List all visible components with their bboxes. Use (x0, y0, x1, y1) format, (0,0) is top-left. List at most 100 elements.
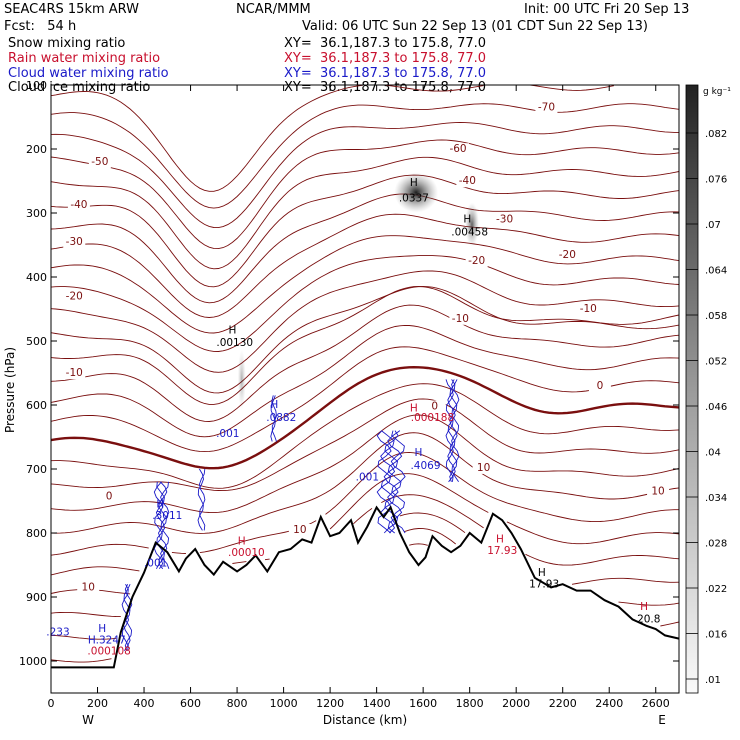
temperature-contour (50, 286, 680, 394)
x-tick-label: 200 (87, 697, 108, 710)
colorbar-tick-label: .07 (705, 220, 721, 231)
temperature-label-bg (535, 101, 558, 114)
cloud-water-contour (387, 430, 403, 534)
temperature-contour (50, 84, 614, 192)
temperature-contour (50, 494, 680, 595)
temperature-contour (50, 473, 680, 576)
temperature-label-13: 0 (106, 491, 113, 503)
x-tick-label: 1400 (363, 697, 391, 710)
temperature-label-3: -40 (70, 199, 87, 211)
x-tick-label: 2000 (502, 697, 530, 710)
y-tick-label: 1000 (19, 655, 47, 668)
temperature-label-18: 10 (477, 462, 490, 474)
max-label-3: .00458 (451, 226, 488, 238)
max-label-4: H (228, 324, 236, 336)
y-axis-label: Pressure (hPa) (3, 347, 17, 433)
temperature-label-bg (67, 198, 90, 211)
max-label-14: H (156, 498, 164, 510)
temperature-label-bg (465, 255, 488, 268)
x-left-end-label: W (82, 713, 94, 727)
temperature-label-bg (63, 236, 86, 248)
temperature-label-4: -40 (459, 175, 476, 187)
temperature-contour (50, 512, 680, 618)
max-label-1: .0337 (399, 192, 429, 204)
max-label-6: H (270, 399, 278, 411)
temperature-label-17: 10 (293, 524, 306, 536)
max-label-23: H (640, 601, 648, 613)
temperature-label-bg (423, 400, 446, 413)
temperature-contour (50, 103, 680, 209)
max-label-24: 20.8 (637, 614, 660, 626)
temperature-label-10: -10 (66, 367, 83, 379)
cloud-water-contour (153, 481, 164, 570)
temperature-contour (50, 543, 680, 663)
x-tick-label: 600 (180, 697, 201, 710)
temperature-contour (50, 139, 680, 250)
cloud-water-contour (447, 379, 456, 483)
colorbar-tick-label: .01 (705, 675, 721, 686)
temperature-contour (50, 324, 680, 438)
max-label-7: .0882 (266, 412, 296, 424)
temperature-label-bg (77, 581, 100, 594)
temperature-label-bg (556, 248, 579, 261)
x-tick-label: 1000 (270, 697, 298, 710)
temperature-contour (50, 122, 679, 229)
max-label-2: H (463, 214, 471, 226)
field-rain-xs: XY= 36.1,187.3 to 175.8, 77.0 (284, 51, 487, 66)
max-label-13: .001 (356, 472, 379, 484)
temperature-contour (50, 304, 680, 422)
terrain-line (51, 505, 680, 669)
snow-max-shading (394, 172, 439, 213)
temperature-label-14: 0 (597, 380, 604, 392)
cloud-water-contours (121, 379, 460, 652)
center-title: NCAR/MMM (236, 2, 311, 17)
temperature-label-bg (63, 290, 86, 303)
temperature-label-9: -20 (559, 249, 576, 261)
max-label-16: .001 (144, 557, 167, 569)
cloud-water-contour (160, 481, 170, 569)
colorbar-tick-label: .016 (705, 630, 727, 641)
mixing-ratio-shading (237, 172, 479, 410)
temperature-label-bg (98, 490, 121, 503)
colorbar (685, 84, 699, 694)
max-label-21: H (538, 567, 546, 579)
cloud-water-contour (123, 584, 131, 652)
max-label-20: 17.93 (487, 545, 517, 557)
colorbar-tick-label: .04 (705, 448, 721, 459)
colorbar-tick-label: .058 (705, 311, 727, 322)
max-label-11: H (415, 447, 423, 459)
max-label-18: .00010 (228, 547, 265, 559)
colorbar-tick-label: .076 (705, 175, 727, 186)
max-label-15: .3011 (152, 510, 182, 522)
max-label-5: .00130 (216, 337, 253, 349)
cloud-water-contour (271, 395, 277, 442)
x-tick-label: 1200 (316, 697, 344, 710)
max-label-9: H (410, 402, 418, 414)
x-tick-label: 2400 (595, 697, 623, 710)
temperature-contour (50, 270, 680, 373)
temperature-contour (50, 432, 680, 534)
cloud-water-contour (449, 379, 458, 482)
cloud-water-contour (376, 430, 392, 534)
temperature-label-bg (288, 524, 311, 536)
x-tick-label: 2600 (642, 697, 670, 710)
max-label-19: H (496, 534, 504, 546)
max-label-27: .000108 (87, 646, 130, 658)
temperature-contour (50, 414, 680, 514)
ice-max-shading (464, 202, 479, 247)
max-label-8: .001 (216, 428, 239, 440)
max-label-28: .233 (46, 626, 69, 638)
colorbar-tick-label: .052 (705, 357, 727, 368)
field-cloud-ice-label: Cloud ice mixing ratio (8, 80, 151, 95)
x-tick-label: 800 (227, 697, 248, 710)
temperature-label-bg (88, 156, 111, 168)
temperature-contour (50, 193, 680, 304)
max-label-26: H.3247 (88, 635, 126, 647)
temperature-label-bg (456, 175, 479, 188)
temperature-label-8: -20 (468, 255, 485, 267)
y-tick-label: 600 (26, 399, 47, 412)
temperature-contour (50, 528, 680, 640)
temperature-label-19: 10 (651, 486, 664, 498)
plot-frame (50, 84, 680, 694)
